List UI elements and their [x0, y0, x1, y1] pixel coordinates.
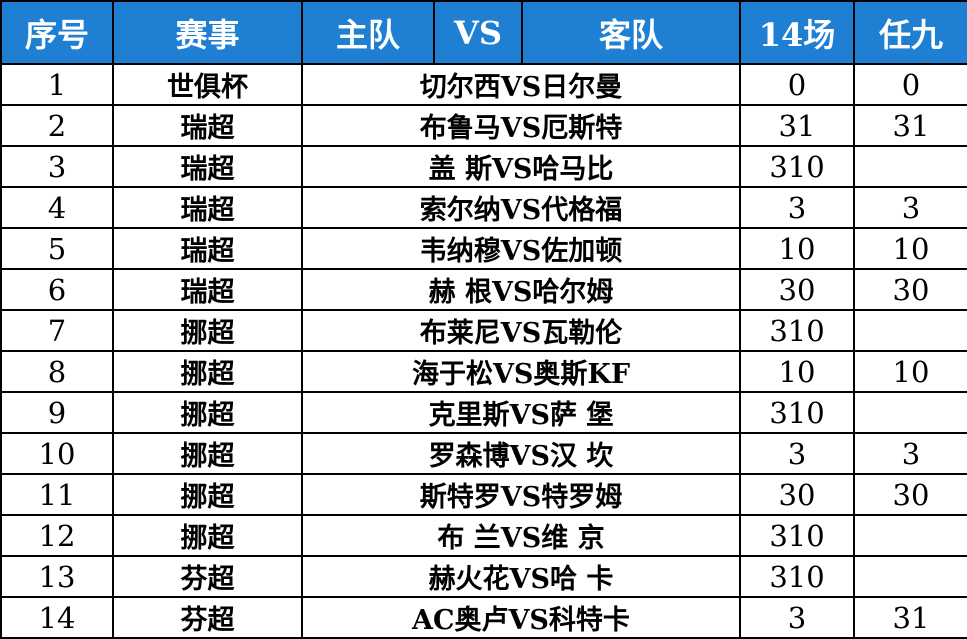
row-league: 瑞超: [112, 268, 303, 311]
row-14: 310: [739, 145, 855, 188]
row-index: 5: [0, 227, 114, 270]
row-r9: 30: [853, 268, 967, 311]
row-r9: [853, 145, 967, 188]
table-row: 2 瑞超 布鲁马VS厄斯特 31 31: [0, 104, 967, 147]
header-r9: 任九: [853, 0, 967, 65]
table-row: 5 瑞超 韦纳穆VS佐加顿 10 10: [0, 227, 967, 270]
row-r9: 3: [853, 186, 967, 229]
row-14: 310: [739, 309, 855, 352]
row-match: 赫火花VS哈 卡: [301, 555, 741, 598]
row-index: 2: [0, 104, 114, 147]
row-r9: 10: [853, 227, 967, 270]
row-league: 挪超: [112, 473, 303, 516]
header-14: 14场: [739, 0, 855, 65]
row-r9: 31: [853, 596, 967, 639]
row-league: 世俱杯: [112, 63, 303, 106]
header-vs: VS: [433, 0, 523, 65]
table-row: 3 瑞超 盖 斯VS哈马比 310: [0, 145, 967, 188]
row-14: 3: [739, 186, 855, 229]
row-index: 7: [0, 309, 114, 352]
row-match: 盖 斯VS哈马比: [301, 145, 741, 188]
table-row: 12 挪超 布 兰VS维 京 310: [0, 514, 967, 557]
table-row: 10 挪超 罗森博VS汉 坎 3 3: [0, 432, 967, 475]
row-14: 10: [739, 350, 855, 393]
table-row: 6 瑞超 赫 根VS哈尔姆 30 30: [0, 268, 967, 311]
row-index: 14: [0, 596, 114, 639]
row-league: 瑞超: [112, 227, 303, 270]
row-match: 切尔西VS日尔曼: [301, 63, 741, 106]
row-league: 芬超: [112, 555, 303, 598]
row-match: 克里斯VS萨 堡: [301, 391, 741, 434]
row-r9: [853, 391, 967, 434]
row-14: 3: [739, 432, 855, 475]
table-row: 13 芬超 赫火花VS哈 卡 310: [0, 555, 967, 598]
header-index: 序号: [0, 0, 114, 65]
row-14: 310: [739, 555, 855, 598]
row-r9: [853, 309, 967, 352]
table-row: 4 瑞超 索尔纳VS代格福 3 3: [0, 186, 967, 229]
row-r9: 10: [853, 350, 967, 393]
table-row: 1 世俱杯 切尔西VS日尔曼 0 0: [0, 63, 967, 106]
row-r9: 3: [853, 432, 967, 475]
row-r9: [853, 555, 967, 598]
row-league: 挪超: [112, 432, 303, 475]
header-row: 序号 赛事 主队 VS 客队 14场 任九: [0, 0, 967, 65]
row-14: 0: [739, 63, 855, 106]
row-league: 挪超: [112, 514, 303, 557]
row-match: 布 兰VS维 京: [301, 514, 741, 557]
row-r9: 0: [853, 63, 967, 106]
row-14: 31: [739, 104, 855, 147]
header-home: 主队: [301, 0, 435, 65]
row-14: 30: [739, 473, 855, 516]
row-r9: 30: [853, 473, 967, 516]
row-league: 挪超: [112, 309, 303, 352]
row-index: 13: [0, 555, 114, 598]
row-match: 海于松VS奥斯KF: [301, 350, 741, 393]
row-match: 韦纳穆VS佐加顿: [301, 227, 741, 270]
row-r9: [853, 514, 967, 557]
row-14: 310: [739, 514, 855, 557]
table-row: 11 挪超 斯特罗VS特罗姆 30 30: [0, 473, 967, 516]
row-14: 310: [739, 391, 855, 434]
row-14: 3: [739, 596, 855, 639]
row-index: 3: [0, 145, 114, 188]
row-index: 12: [0, 514, 114, 557]
row-league: 挪超: [112, 350, 303, 393]
row-match: 布鲁马VS厄斯特: [301, 104, 741, 147]
row-match: 罗森博VS汉 坎: [301, 432, 741, 475]
table-row: 8 挪超 海于松VS奥斯KF 10 10: [0, 350, 967, 393]
row-match: 斯特罗VS特罗姆: [301, 473, 741, 516]
table-row: 14 芬超 AC奥卢VS科特卡 3 31: [0, 596, 967, 639]
row-r9: 31: [853, 104, 967, 147]
table-row: 9 挪超 克里斯VS萨 堡 310: [0, 391, 967, 434]
row-index: 8: [0, 350, 114, 393]
row-index: 10: [0, 432, 114, 475]
row-match: AC奥卢VS科特卡: [301, 596, 741, 639]
row-match: 赫 根VS哈尔姆: [301, 268, 741, 311]
row-league: 瑞超: [112, 145, 303, 188]
header-league: 赛事: [112, 0, 303, 65]
row-match: 索尔纳VS代格福: [301, 186, 741, 229]
row-index: 9: [0, 391, 114, 434]
row-14: 30: [739, 268, 855, 311]
row-14: 10: [739, 227, 855, 270]
row-league: 瑞超: [112, 186, 303, 229]
row-index: 11: [0, 473, 114, 516]
header-away: 客队: [521, 0, 741, 65]
row-league: 芬超: [112, 596, 303, 639]
row-league: 瑞超: [112, 104, 303, 147]
row-index: 1: [0, 63, 114, 106]
row-index: 4: [0, 186, 114, 229]
row-league: 挪超: [112, 391, 303, 434]
row-index: 6: [0, 268, 114, 311]
row-match: 布莱尼VS瓦勒伦: [301, 309, 741, 352]
table-row: 7 挪超 布莱尼VS瓦勒伦 310: [0, 309, 967, 352]
